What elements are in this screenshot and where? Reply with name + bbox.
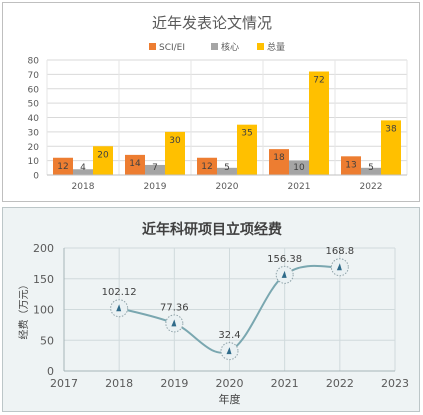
point-value-label: 77.36: [160, 302, 189, 313]
bar: [53, 157, 73, 175]
y-tick-label: 70: [28, 71, 40, 81]
x-axis-label: 年度: [219, 392, 241, 406]
legend-label: SCI/EI: [159, 43, 185, 53]
bar-value-label: 35: [241, 129, 252, 139]
paper-chart-panel: 近年发表论文情况 SCI/EI 核心 总量 0 10 20 30 40 50 60 70 80 12 4 20…: [2, 2, 420, 202]
funding-line-chart: 近年科研项目立项经费 0 50 100 150 200 2017 2018 2019 2020 20…: [17, 221, 409, 406]
y-tick-label: 20: [28, 143, 40, 153]
bar-value-label: 5: [368, 163, 374, 173]
bar-value-label: 18: [273, 153, 285, 163]
y-tick-label: 40: [28, 114, 40, 124]
bar: [309, 71, 329, 175]
data-point-marker: [116, 304, 122, 312]
x-tick-label: 2019: [144, 182, 167, 192]
bar: [381, 120, 401, 175]
y-axis-label: 经费（万元）: [17, 280, 30, 340]
data-point-marker: [336, 263, 342, 271]
y-tick-label: 0: [33, 172, 39, 182]
x-tick-label: 2022: [326, 377, 354, 390]
chart-title: 近年科研项目立项经费: [142, 221, 282, 238]
y-tick-label: 200: [33, 242, 54, 255]
y-tick-label: 30: [28, 128, 40, 138]
point-value-label: 156.38: [267, 254, 302, 265]
bar: [145, 164, 165, 175]
bar: [341, 156, 361, 175]
bar-value-label: 20: [97, 150, 109, 160]
y-tick-label: 50: [40, 334, 54, 347]
x-tick-label: 2019: [160, 377, 188, 390]
legend-swatch: [211, 43, 218, 50]
x-tick-label: 2021: [288, 182, 311, 192]
point-value-label: 168.8: [326, 246, 355, 257]
bar-value-label: 12: [201, 162, 212, 172]
bar: [361, 167, 381, 175]
bar-value-label: 38: [385, 124, 397, 134]
legend-label: 总量: [267, 41, 285, 53]
bar-value-label: 13: [345, 160, 356, 170]
data-point-marker: [281, 270, 287, 278]
bar: [125, 154, 145, 175]
x-tick-label: 2020: [216, 182, 239, 192]
y-tick-label: 10: [28, 157, 40, 167]
point-value-label: 32.4: [218, 330, 240, 341]
bar-value-label: 72: [313, 76, 324, 86]
x-tick-label: 2022: [360, 182, 383, 192]
x-tick-label: 2017: [50, 377, 78, 390]
point-value-label: 102.12: [102, 287, 137, 298]
legend-swatch: [149, 43, 156, 50]
bar: [165, 131, 185, 175]
x-tick-label: 2023: [381, 377, 409, 390]
y-tick-label: 100: [33, 304, 54, 317]
bar: [73, 169, 93, 175]
bar-value-label: 10: [293, 163, 305, 173]
bar: [197, 157, 217, 175]
x-tick-label: 2020: [216, 377, 244, 390]
bar-value-label: 4: [80, 163, 86, 173]
y-tick-label: 80: [28, 57, 40, 67]
legend-swatch: [257, 43, 264, 50]
bar: [237, 124, 257, 175]
data-point-marker: [171, 319, 177, 327]
chart-title: 近年发表论文情况: [152, 14, 272, 32]
x-tick-label: 2021: [271, 377, 299, 390]
bar: [269, 149, 289, 175]
data-point-marker: [226, 347, 232, 355]
legend-label: 核心: [221, 41, 239, 53]
bar-value-label: 14: [129, 159, 141, 169]
bar-value-label: 7: [152, 163, 158, 173]
bar-value-label: 12: [57, 162, 68, 172]
y-tick-label: 0: [47, 365, 54, 378]
y-tick-label: 50: [28, 100, 40, 110]
x-tick-label: 2018: [105, 377, 133, 390]
bar-value-label: 5: [224, 163, 230, 173]
bar: [217, 167, 237, 175]
funding-chart-panel: 近年科研项目立项经费 0 50 100 150 200 2017 2018 2019 2020 20…: [2, 207, 420, 412]
bar: [289, 160, 309, 175]
y-tick-label: 60: [28, 85, 40, 95]
bar-value-label: 30: [169, 136, 181, 146]
x-tick-label: 2018: [72, 182, 95, 192]
bar: [93, 146, 113, 175]
paper-bar-chart: 近年发表论文情况 SCI/EI 核心 总量 0 10 20 30 40 50 60 70 80 12 4 20…: [28, 14, 408, 192]
y-tick-label: 150: [33, 273, 54, 286]
